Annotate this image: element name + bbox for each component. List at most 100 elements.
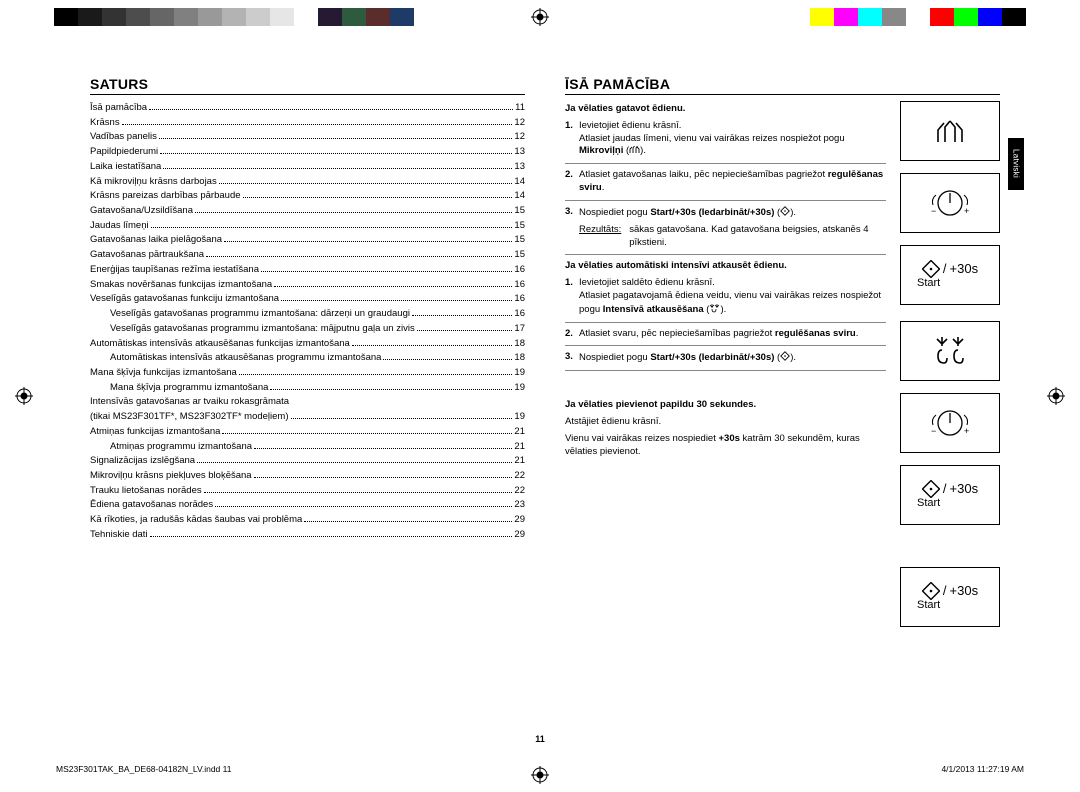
toc-entry: Kā mikroviļņu krāsns darbojas14 [90, 175, 525, 190]
color-swatch [858, 8, 882, 26]
toc-label: Automātiskas intensīvās atkausēšanas fun… [90, 337, 350, 352]
toc-leader [219, 183, 513, 184]
toc-page: 14 [514, 175, 525, 190]
color-swatch [366, 8, 390, 26]
toc-label: Veselīgās gatavošanas funkciju izmantoša… [90, 292, 279, 307]
toc-label: Signalizācijas izslēgšana [90, 454, 195, 469]
plus30-label: +30s [950, 482, 979, 496]
toc-page: 21 [514, 454, 525, 469]
toc-page: 14 [514, 189, 525, 204]
start-30s-button-icon: /+30s Start [900, 567, 1000, 627]
toc-label: Veselīgās gatavošanas programmu izmantoš… [110, 322, 415, 337]
toc-entry: Trauku lietošanas norādes22 [90, 484, 525, 499]
toc-column: SATURS Īsā pamācība11Krāsns12Vadības pan… [90, 76, 525, 732]
start-label: Start [917, 278, 940, 290]
color-swatch [126, 8, 150, 26]
toc-leader [304, 521, 512, 522]
color-swatch [102, 8, 126, 26]
toc-leader [254, 477, 513, 478]
start-30s-button-icon: /+30s Start [900, 245, 1000, 305]
toc-entry: Gatavošanas pārtraukšana15 [90, 248, 525, 263]
toc-leader [254, 448, 512, 449]
sec2-step2-pre: Atlasiet svaru, pēc nepieciešamības pagr… [579, 328, 775, 339]
toc-label: Trauku lietošanas norādes [90, 484, 202, 499]
toc-page: 15 [514, 204, 525, 219]
toc-label: Smakas novēršanas funkcijas izmantošana [90, 278, 272, 293]
svg-text:−: − [931, 206, 936, 216]
sec2-step3-bold: Start/+30s (Iedarbināt/+30s) [650, 352, 774, 363]
color-swatch [810, 8, 834, 26]
sec2-step1-line1: Ievietojiet saldēto ēdienu krāsnī. [579, 277, 715, 288]
toc-leader [274, 286, 512, 287]
toc-label: Gatavošana/Uzsildīšana [90, 204, 193, 219]
color-swatch [930, 8, 954, 26]
quickguide-title: ĪSĀ PAMĀCĪBA [565, 76, 1000, 95]
sec1-step3-pre: Nospiediet pogu [579, 207, 650, 218]
svg-text:+: + [964, 206, 969, 216]
toc-label: Gatavošanas laika pielāgošana [90, 233, 222, 248]
toc-leader [352, 345, 513, 346]
registration-mark-top [531, 8, 549, 26]
sec1-step1-line1: Ievietojiet ēdienu krāsnī. [579, 120, 681, 131]
toc-entry: Veselīgās gatavošanas programmu izmantoš… [90, 307, 525, 322]
registration-mark-left [15, 387, 33, 405]
color-swatch [318, 8, 342, 26]
toc-page: 16 [514, 278, 525, 293]
sec2-head: Ja vēlaties automātiski intensīvi atkaus… [565, 260, 886, 273]
toc-label: (tikai MS23F301TF*, MS23F302TF* modeļiem… [90, 410, 289, 425]
sec1-step2: 2. Atlasiet gatavošanas laiku, pēc nepie… [565, 169, 886, 195]
page-number: 11 [535, 734, 545, 744]
result-label: Rezultāts: [579, 224, 621, 250]
toc-page: 12 [514, 116, 525, 131]
toc-entry: (tikai MS23F301TF*, MS23F302TF* modeļiem… [90, 410, 525, 425]
toc-page: 29 [514, 513, 525, 528]
sec1-result: Rezultāts: sākas gatavošana. Kad gatavoš… [565, 224, 886, 250]
toc-page: 19 [514, 381, 525, 396]
dial-icon: −+ [900, 393, 1000, 453]
start-label: Start [917, 600, 940, 612]
sec1-head: Ja vēlaties gatavot ēdienu. [565, 103, 886, 116]
sec1-step2-post: . [602, 182, 605, 193]
sec1-step2-pre: Atlasiet gatavošanas laiku, pēc nepiecie… [579, 169, 828, 180]
toc-entry: Automātiskas intensīvās atkausēšanas pro… [90, 351, 525, 366]
sec2-step3-end: ). [790, 352, 796, 363]
color-swatch [174, 8, 198, 26]
toc-entry: Krāsns pareizas darbības pārbaude 14 [90, 189, 525, 204]
color-swatch [294, 8, 318, 26]
quickguide-column: ĪSĀ PAMĀCĪBA Ja vēlaties gatavot ēdienu.… [565, 76, 1000, 732]
footer-filename: MS23F301TAK_BA_DE68-04182N_LV.indd 11 [56, 764, 231, 774]
toc-leader [291, 418, 513, 419]
defrost-icon [709, 303, 720, 313]
color-swatch [78, 8, 102, 26]
diamond-icon [922, 480, 940, 498]
toc-list: Īsā pamācība11Krāsns12Vadības panelis12P… [90, 101, 525, 543]
dial-icon: −+ [900, 173, 1000, 233]
start-label: Start [917, 498, 940, 510]
toc-label: Enerģijas taupīšanas režīma iestatīšana [90, 263, 259, 278]
toc-leader [224, 241, 512, 242]
sec2-step3: 3. Nospiediet pogu Start/+30s (Iedarbinā… [565, 351, 886, 365]
toc-entry: Jaudas līmeņi15 [90, 219, 525, 234]
sec1-step3-bold: Start/+30s (Iedarbināt/+30s) [650, 207, 774, 218]
toc-entry: Veselīgās gatavošanas funkciju izmantoša… [90, 292, 525, 307]
sec1-step3: 3. Nospiediet pogu Start/+30s (Iedarbinā… [565, 206, 886, 220]
toc-entry: Enerģijas taupīšanas režīma iestatīšana1… [90, 263, 525, 278]
toc-title: SATURS [90, 76, 525, 95]
toc-label: Īsā pamācība [90, 101, 147, 116]
toc-label: Krāsns pareizas darbības pārbaude [90, 189, 241, 204]
toc-entry: Gatavošanas laika pielāgošana15 [90, 233, 525, 248]
toc-page: 13 [514, 160, 525, 175]
sec2-step1: 1. Ievietojiet saldēto ēdienu krāsnī. At… [565, 277, 886, 316]
toc-entry: Mikroviļņu krāsns piekļuves bloķēšana22 [90, 469, 525, 484]
toc-label: Tehniskie dati [90, 528, 148, 543]
toc-label: Veselīgās gatavošanas programmu izmantoš… [110, 307, 410, 322]
toc-entry: Mana šķīvja funkcijas izmantošana19 [90, 366, 525, 381]
toc-entry: Kā rīkoties, ja radušās kādas šaubas vai… [90, 513, 525, 528]
microwave-icon [629, 145, 640, 154]
sec1-step1: 1. Ievietojiet ēdienu krāsnī. Atlasiet j… [565, 120, 886, 158]
toc-label: Ēdiena gatavošanas norādes [90, 498, 213, 513]
registration-mark-right [1047, 387, 1065, 405]
toc-page: 19 [514, 410, 525, 425]
toc-leader [243, 197, 513, 198]
toc-page: 29 [514, 528, 525, 543]
